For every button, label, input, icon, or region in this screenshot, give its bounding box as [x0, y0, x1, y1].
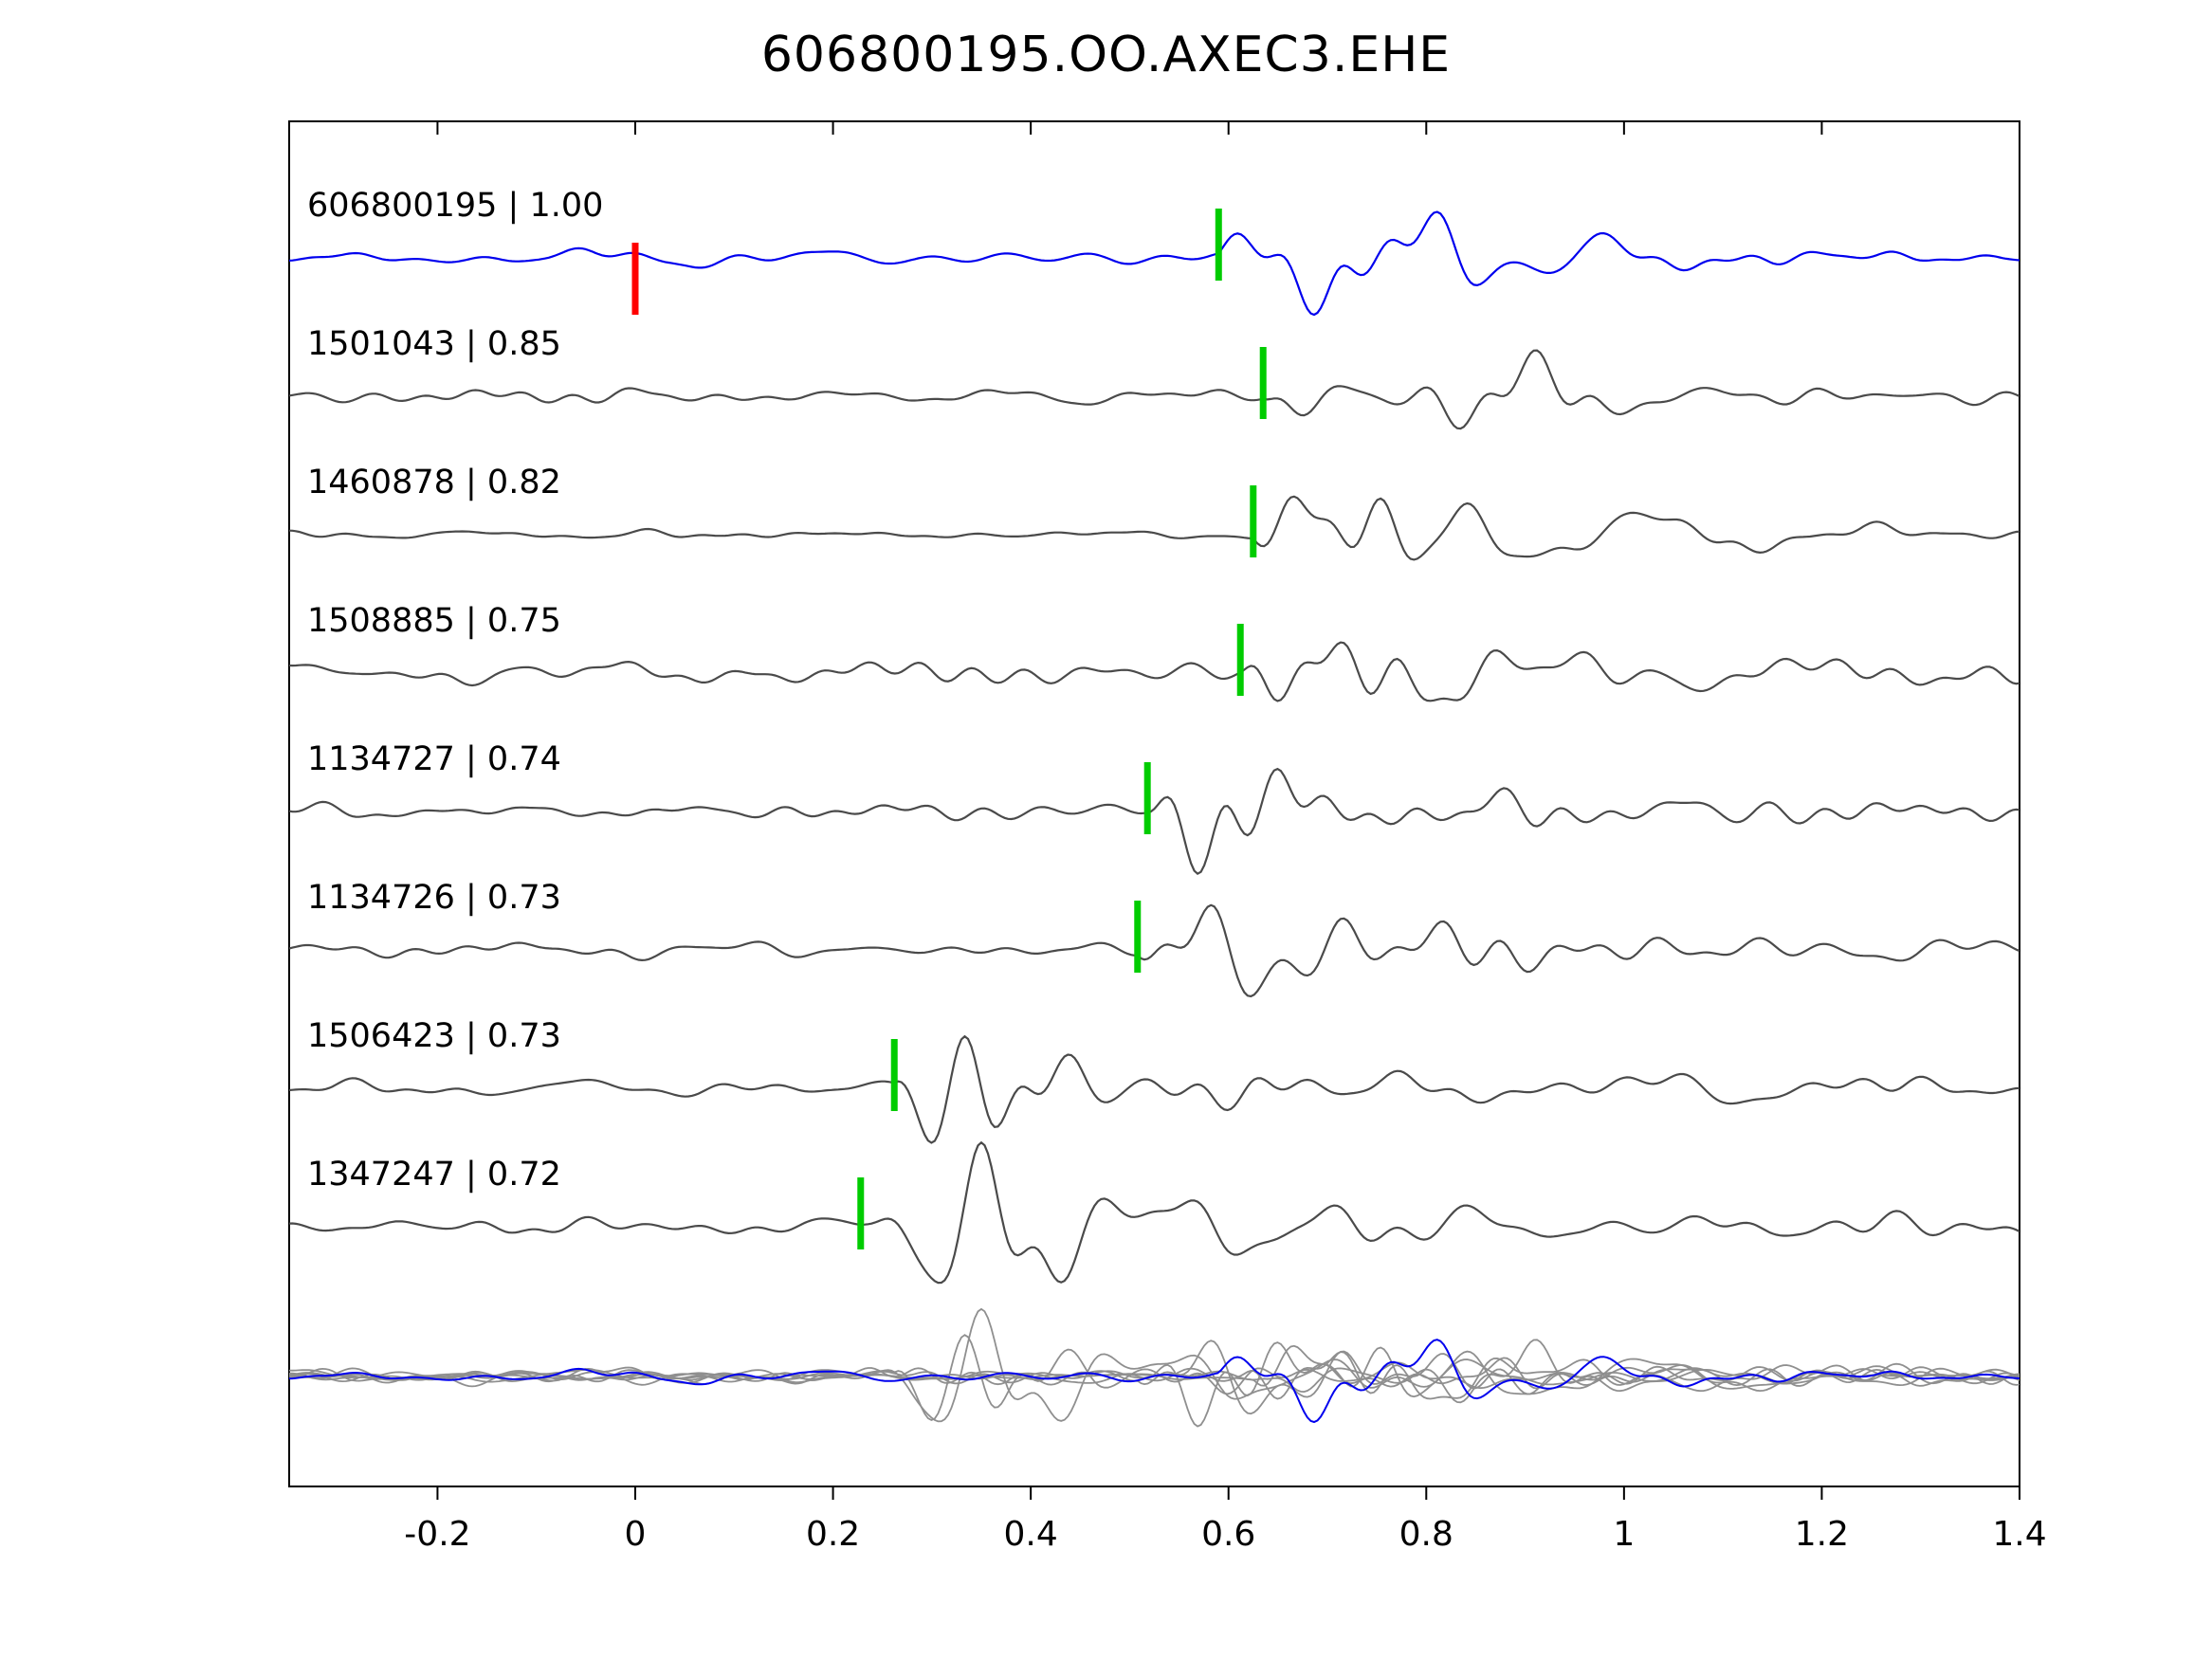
trace-label-1347247: 1347247 | 0.72 [307, 1156, 561, 1194]
trace-1460878 [289, 495, 2020, 561]
trace-606800195 [289, 210, 2020, 317]
trace-1134726 [289, 903, 2020, 998]
x-tick-label: 1.2 [1795, 1515, 1849, 1554]
x-tick-label: 1.4 [1992, 1515, 2046, 1554]
x-tick-label: 0 [625, 1515, 647, 1554]
x-tick-label: 0.6 [1201, 1515, 1255, 1554]
x-tick-label: 0.2 [806, 1515, 860, 1554]
chart-title: 606800195.OO.AXEC3.EHE [760, 27, 1452, 83]
plot-border [288, 120, 2020, 1487]
overlay-trace-606800195 [289, 1339, 2020, 1424]
trace-label-1506423: 1506423 | 0.73 [307, 1017, 561, 1055]
pick-marker-1508885 [1236, 624, 1244, 696]
x-tick-label: 0.8 [1399, 1515, 1453, 1554]
trace-1347247 [289, 1140, 2020, 1285]
trace-label-1508885: 1508885 | 0.75 [307, 602, 561, 640]
pick-marker-1347247 [857, 1177, 865, 1249]
trace-1501043 [289, 349, 2020, 430]
trace-label-1501043: 1501043 | 0.85 [307, 325, 561, 363]
reference-time-marker [631, 243, 639, 315]
pick-marker-1506423 [890, 1039, 898, 1111]
trace-1508885 [289, 641, 2020, 702]
overlay-trace-1506423 [289, 1334, 2020, 1422]
pick-marker-1134727 [1143, 762, 1151, 834]
trace-label-1134726: 1134726 | 0.73 [307, 879, 561, 917]
trace-label-1134727: 1134727 | 0.74 [307, 740, 561, 778]
pick-marker-1460878 [1250, 485, 1257, 557]
x-tick-label: 1 [1613, 1515, 1635, 1554]
x-tick-label: -0.2 [404, 1515, 470, 1554]
pick-marker-606800195 [1215, 209, 1222, 281]
trace-label-1460878: 1460878 | 0.82 [307, 464, 561, 501]
pick-marker-1501043 [1259, 347, 1267, 419]
x-tick-label: 0.4 [1004, 1515, 1058, 1554]
trace-1134727 [289, 767, 2020, 876]
trace-1506423 [289, 1034, 2020, 1144]
overlay-trace-1347247 [289, 1307, 2020, 1423]
trace-area: 606800195 | 1.00 1501043 | 0.85 1460878 | … [289, 187, 2020, 1428]
pick-marker-1134726 [1134, 901, 1142, 973]
trace-label-606800195: 606800195 | 1.00 [307, 187, 603, 225]
